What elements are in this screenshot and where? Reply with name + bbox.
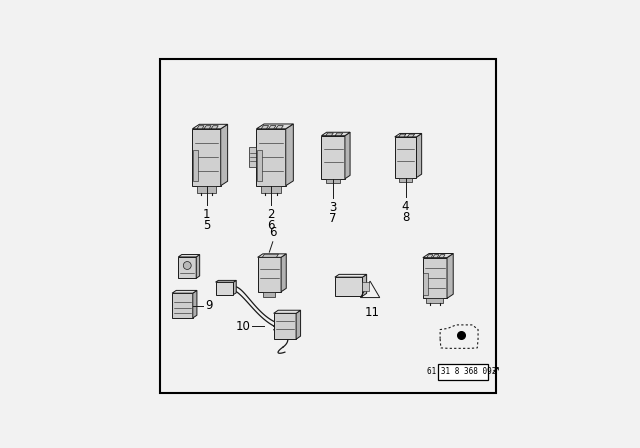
Bar [423, 273, 428, 295]
Polygon shape [426, 298, 444, 303]
Polygon shape [281, 254, 286, 292]
Bar [362, 283, 369, 291]
Polygon shape [262, 254, 278, 257]
Bar [193, 150, 198, 181]
Bar [438, 364, 488, 380]
Polygon shape [216, 280, 236, 282]
Polygon shape [326, 179, 340, 183]
Polygon shape [362, 274, 367, 296]
Polygon shape [321, 136, 345, 179]
Polygon shape [197, 126, 204, 129]
Polygon shape [274, 313, 296, 339]
Polygon shape [399, 177, 412, 182]
Text: 1: 1 [203, 208, 211, 221]
Polygon shape [179, 254, 200, 257]
Text: 6: 6 [268, 219, 275, 232]
Polygon shape [172, 290, 197, 293]
Polygon shape [268, 125, 276, 129]
Polygon shape [335, 133, 343, 136]
Bar [249, 147, 257, 167]
Polygon shape [193, 124, 228, 129]
Polygon shape [427, 254, 433, 258]
Polygon shape [395, 134, 422, 137]
Polygon shape [261, 125, 269, 129]
Text: ↗: ↗ [490, 367, 500, 377]
Polygon shape [276, 125, 284, 129]
Polygon shape [423, 258, 447, 298]
Polygon shape [196, 254, 200, 278]
Polygon shape [257, 129, 285, 186]
Polygon shape [216, 282, 234, 294]
Text: 3: 3 [330, 201, 337, 214]
Polygon shape [274, 310, 301, 313]
Polygon shape [211, 126, 218, 129]
Polygon shape [258, 254, 286, 257]
Polygon shape [447, 254, 453, 298]
Polygon shape [285, 124, 293, 186]
Polygon shape [258, 257, 281, 292]
Polygon shape [395, 137, 417, 177]
Polygon shape [257, 124, 293, 129]
Polygon shape [296, 310, 301, 339]
Polygon shape [335, 277, 362, 296]
Text: 6: 6 [269, 226, 276, 239]
Polygon shape [204, 126, 211, 129]
Text: 61 31 8 368 093: 61 31 8 368 093 [427, 367, 497, 376]
Polygon shape [417, 134, 422, 177]
Text: 8: 8 [402, 211, 410, 224]
Circle shape [183, 262, 191, 269]
Polygon shape [345, 132, 350, 179]
Polygon shape [261, 186, 282, 193]
Polygon shape [326, 133, 333, 136]
Bar [257, 150, 262, 181]
Polygon shape [433, 254, 439, 258]
Polygon shape [221, 124, 228, 186]
Text: 2: 2 [268, 208, 275, 221]
Polygon shape [193, 129, 221, 186]
Text: 4: 4 [402, 200, 410, 213]
Polygon shape [423, 254, 453, 258]
Polygon shape [321, 132, 350, 136]
Text: 11: 11 [364, 306, 380, 319]
Text: 7: 7 [330, 212, 337, 225]
Polygon shape [234, 280, 236, 294]
Polygon shape [196, 186, 216, 193]
Polygon shape [172, 293, 193, 318]
Text: 5: 5 [203, 219, 211, 232]
Polygon shape [407, 134, 415, 137]
Text: 9: 9 [205, 299, 212, 312]
Polygon shape [179, 257, 196, 278]
Polygon shape [399, 134, 406, 137]
Polygon shape [193, 290, 197, 318]
Polygon shape [439, 254, 445, 258]
Polygon shape [264, 292, 275, 297]
Text: 10: 10 [236, 320, 250, 333]
Polygon shape [335, 274, 367, 277]
